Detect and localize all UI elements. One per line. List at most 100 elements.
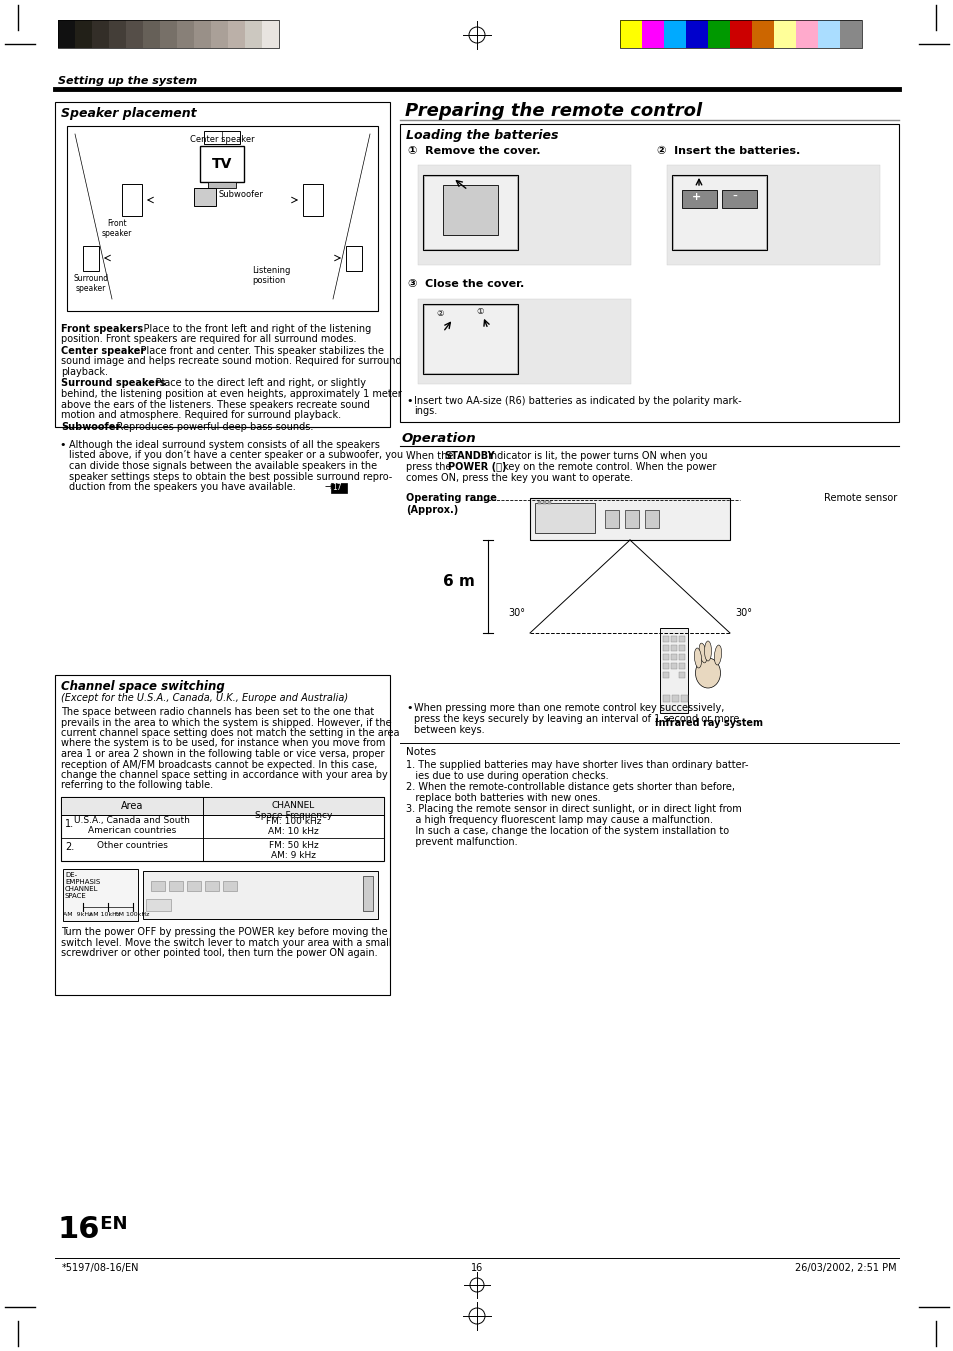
Bar: [200, 146, 244, 182]
Text: speaker settings steps to obtain the best possible surround repro-: speaker settings steps to obtain the bes…: [69, 471, 392, 481]
Bar: [795, 20, 817, 49]
Bar: [187, 881, 201, 892]
Bar: [55, 101, 390, 427]
Text: •: •: [406, 703, 412, 713]
Text: Preparing the remote control: Preparing the remote control: [405, 101, 701, 120]
Text: Setting up the system: Setting up the system: [58, 76, 197, 86]
Text: indicator is lit, the power turns ON when you: indicator is lit, the power turns ON whe…: [484, 451, 707, 461]
Bar: [205, 881, 219, 892]
Bar: [422, 304, 517, 374]
Text: 1.: 1.: [65, 819, 74, 830]
Text: ②  Insert the batteries.: ② Insert the batteries.: [657, 146, 800, 155]
Bar: [670, 636, 677, 642]
Bar: [177, 20, 193, 49]
Text: Surround
speaker: Surround speaker: [73, 274, 109, 293]
Bar: [547, 501, 551, 504]
Text: ③  Close the cover.: ③ Close the cover.: [408, 280, 524, 289]
Text: : Place to the direct left and right, or slightly: : Place to the direct left and right, or…: [146, 378, 366, 389]
Text: Subwoofer: Subwoofer: [219, 190, 264, 199]
Text: The space between radio channels has been set to the one that: The space between radio channels has bee…: [61, 707, 374, 717]
Bar: [679, 663, 684, 669]
Bar: [303, 184, 323, 216]
Text: Notes: Notes: [406, 747, 436, 757]
Text: Speaker placement: Speaker placement: [61, 107, 196, 120]
Text: prevails in the area to which the system is shipped. However, if the: prevails in the area to which the system…: [61, 717, 392, 727]
Bar: [671, 176, 766, 250]
Text: : Place front and center. This speaker stabilizes the: : Place front and center. This speaker s…: [131, 346, 384, 357]
Text: listed above, if you don’t have a center speaker or a subwoofer, you: listed above, if you don’t have a center…: [69, 450, 403, 461]
Circle shape: [209, 134, 215, 141]
Text: AM  9kHz: AM 9kHz: [63, 912, 92, 917]
Bar: [537, 501, 540, 504]
Ellipse shape: [703, 640, 711, 661]
Bar: [146, 898, 171, 911]
Circle shape: [306, 190, 319, 204]
Text: behind, the listening position at even heights, approximately 1 meter: behind, the listening position at even h…: [61, 389, 401, 399]
Bar: [262, 20, 278, 49]
Text: 16: 16: [58, 1215, 100, 1244]
Text: press the keys securely by leaving an interval of 1 second or more: press the keys securely by leaving an in…: [414, 713, 739, 724]
Bar: [662, 663, 668, 669]
Text: between keys.: between keys.: [414, 725, 484, 735]
Bar: [604, 509, 618, 528]
Text: ings.: ings.: [414, 407, 436, 416]
Bar: [143, 871, 377, 919]
Text: 2. When the remote-controllable distance gets shorter than before,: 2. When the remote-controllable distance…: [406, 782, 734, 792]
Text: Listening
position: Listening position: [252, 266, 290, 285]
Bar: [245, 20, 262, 49]
Bar: [679, 654, 684, 661]
Text: In such a case, change the location of the system installation to: In such a case, change the location of t…: [406, 825, 728, 836]
Bar: [679, 671, 684, 678]
Text: : Reproduces powerful deep bass sounds.: : Reproduces powerful deep bass sounds.: [107, 422, 313, 431]
Bar: [773, 20, 795, 49]
Circle shape: [218, 134, 225, 141]
Ellipse shape: [215, 267, 268, 289]
Text: comes ON, press the key you want to operate.: comes ON, press the key you want to oper…: [406, 473, 633, 484]
Bar: [423, 305, 517, 373]
Text: where the system is to be used, for instance when you move from: where the system is to be used, for inst…: [61, 739, 385, 748]
Text: playback.: playback.: [61, 367, 108, 377]
Text: Other countries: Other countries: [96, 842, 168, 850]
Bar: [169, 881, 183, 892]
Text: prevent malfunction.: prevent malfunction.: [406, 838, 517, 847]
Text: +: +: [691, 192, 700, 203]
Bar: [346, 246, 361, 272]
Text: U.S.A., Canada and South
American countries: U.S.A., Canada and South American countr…: [74, 816, 190, 835]
Text: ①  Remove the cover.: ① Remove the cover.: [408, 146, 540, 155]
Bar: [535, 503, 595, 534]
Circle shape: [125, 190, 139, 204]
Bar: [223, 881, 236, 892]
Text: EN: EN: [94, 1215, 128, 1233]
Bar: [399, 124, 898, 422]
Circle shape: [229, 134, 235, 141]
Circle shape: [349, 251, 358, 261]
Text: (Except for the U.S.A., Canada, U.K., Europe and Australia): (Except for the U.S.A., Canada, U.K., Eu…: [61, 693, 348, 703]
Text: reception of AM/FM broadcasts cannot be expected. In this case,: reception of AM/FM broadcasts cannot be …: [61, 759, 377, 770]
Bar: [208, 182, 235, 188]
Ellipse shape: [699, 643, 706, 663]
Bar: [55, 676, 390, 994]
Bar: [126, 20, 143, 49]
Text: 30°: 30°: [734, 608, 751, 617]
Text: current channel space setting does not match the setting in the area: current channel space setting does not m…: [61, 728, 399, 738]
Text: replace both batteries with new ones.: replace both batteries with new ones.: [406, 793, 600, 802]
Bar: [619, 20, 641, 49]
Bar: [422, 176, 517, 250]
Text: -: -: [731, 190, 736, 204]
Text: POWER (⏻): POWER (⏻): [448, 462, 506, 471]
Bar: [679, 636, 684, 642]
Text: Although the ideal surround system consists of all the speakers: Although the ideal surround system consi…: [69, 440, 379, 450]
Text: press the: press the: [406, 462, 455, 471]
Text: position. Front speakers are required for all surround modes.: position. Front speakers are required fo…: [61, 335, 356, 345]
Bar: [91, 20, 109, 49]
Circle shape: [86, 251, 96, 261]
Text: →: →: [325, 482, 333, 492]
Bar: [83, 246, 99, 272]
Text: Front
speaker: Front speaker: [102, 219, 132, 238]
Text: TV: TV: [212, 157, 232, 172]
Bar: [530, 499, 729, 540]
Bar: [160, 20, 177, 49]
Text: Area: Area: [121, 801, 143, 811]
Text: When the: When the: [406, 451, 456, 461]
Text: Loading the batteries: Loading the batteries: [406, 128, 558, 142]
